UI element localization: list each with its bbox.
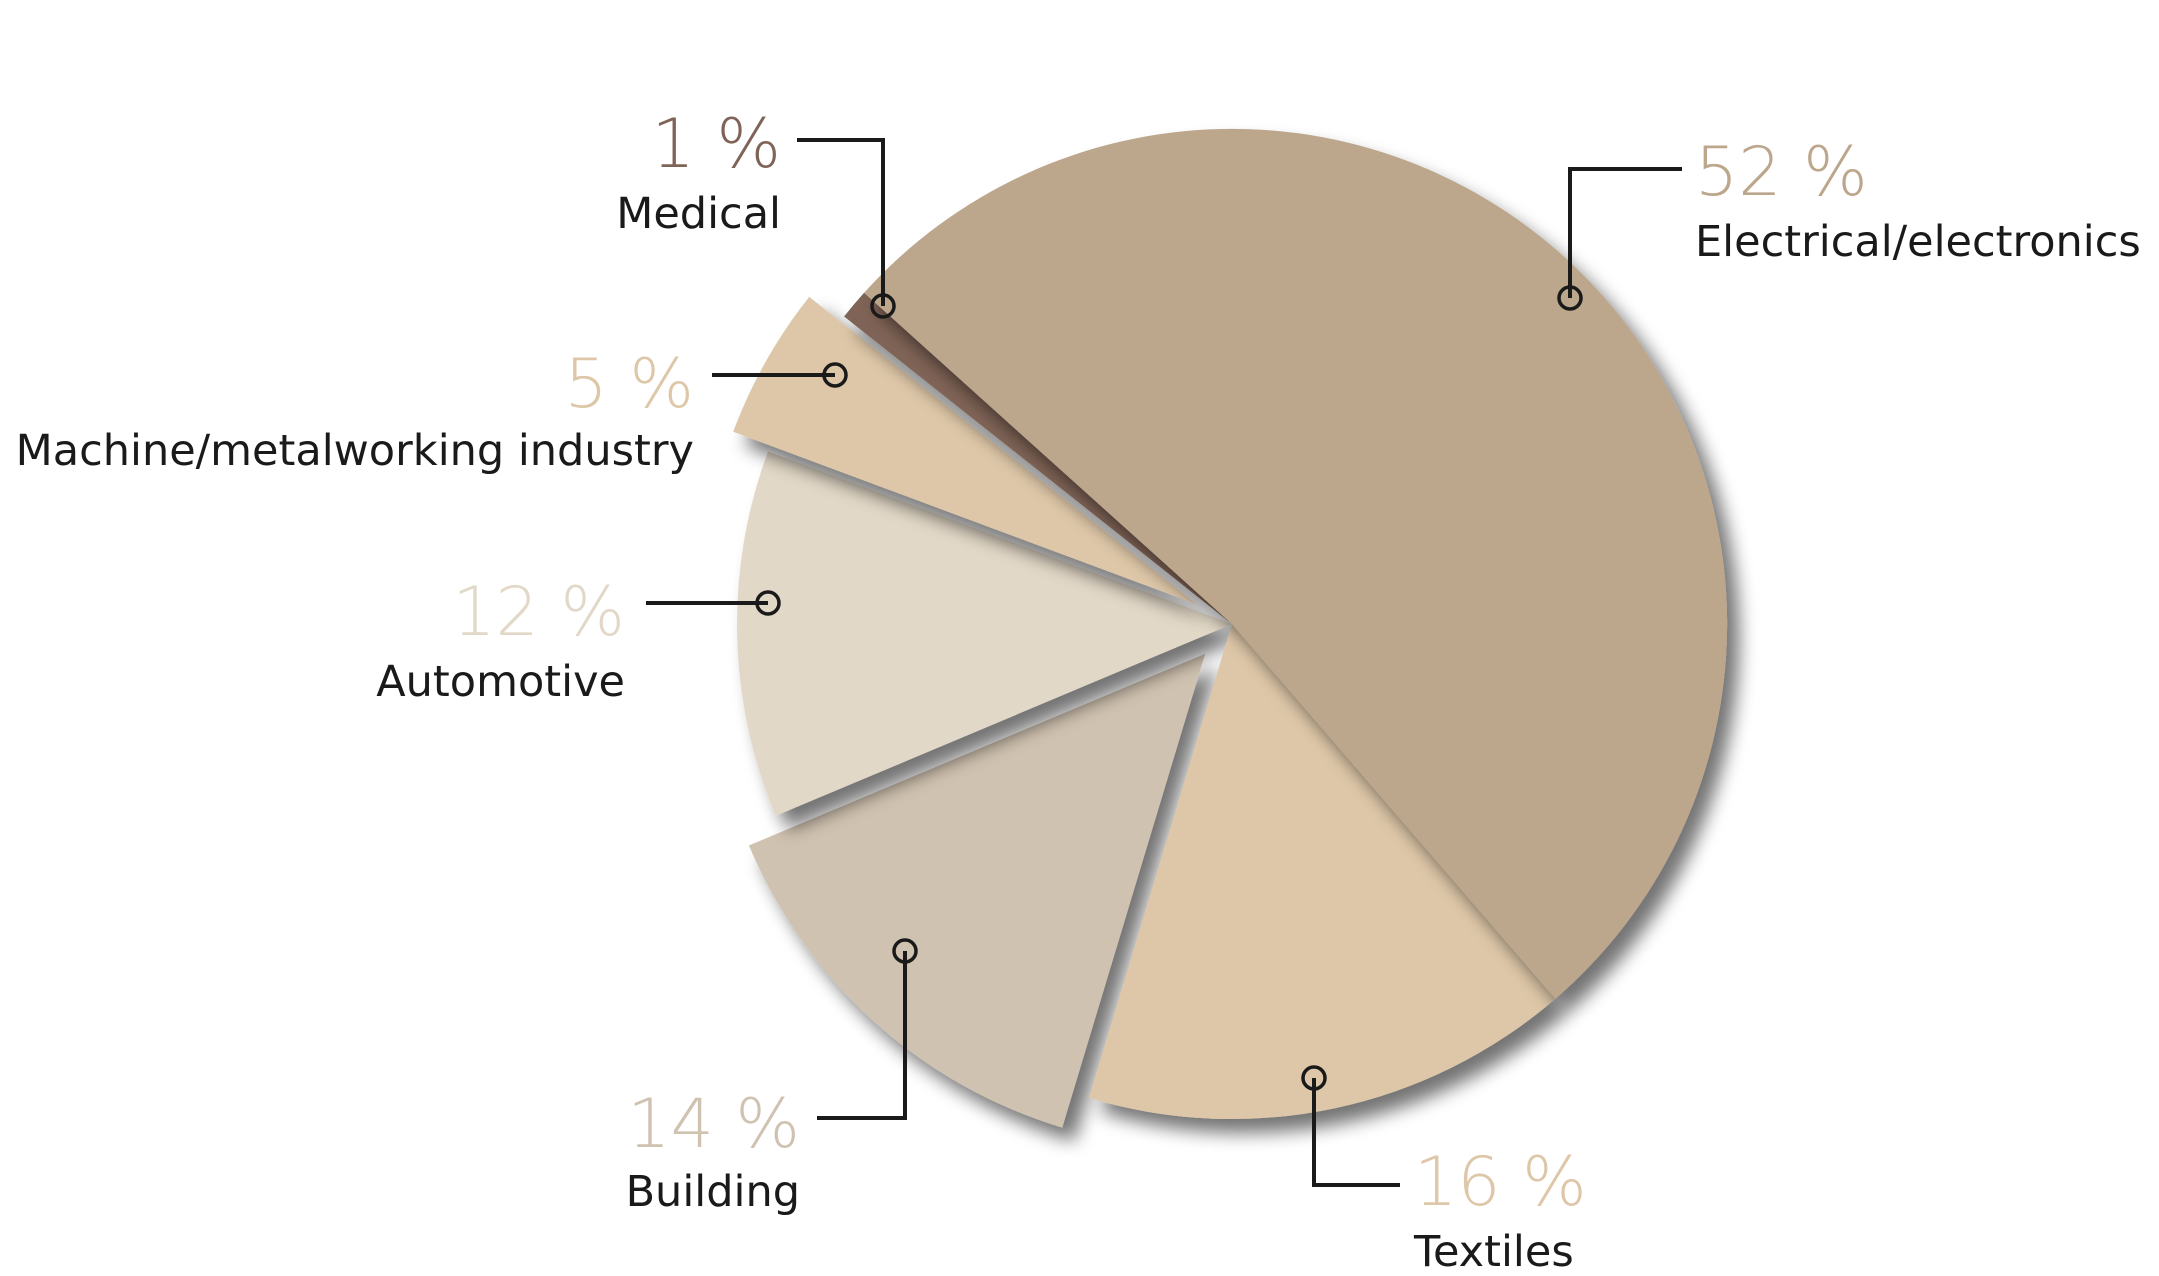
leader-dot-textiles <box>1301 1065 1327 1091</box>
value-label-machine: 5 % <box>565 345 695 424</box>
category-label-electrical: Electrical/electronics <box>1695 217 2141 267</box>
category-label-medical: Medical <box>616 189 781 239</box>
category-label-automotive: Automotive <box>376 657 625 707</box>
leader-line-textiles <box>1312 1078 1400 1187</box>
callout-medical: 1 % Medical <box>616 105 896 319</box>
pie-slice-medical <box>844 292 1232 624</box>
value-label-automotive: 12 % <box>452 573 625 652</box>
leader-line-building <box>817 951 907 1120</box>
leader-line-medical <box>797 138 885 306</box>
leader-line-electrical <box>1568 167 1682 298</box>
callout-building: 14 % Building <box>626 938 918 1217</box>
category-label-machine: Machine/metalworking industry <box>16 426 694 476</box>
callout-machine: 5 % Machine/metalworking industry <box>16 345 848 476</box>
value-label-building: 14 % <box>627 1085 800 1164</box>
leader-dot-electrical <box>1557 285 1583 311</box>
pie-slice-machine <box>733 296 1198 605</box>
pie-slice-electrical <box>864 128 1728 999</box>
pie-slice-building <box>748 653 1206 1128</box>
value-label-textiles: 16 % <box>1414 1143 1587 1222</box>
callout-electrical: 52 % Electrical/electronics <box>1557 133 2141 311</box>
value-label-electrical: 52 % <box>1695 133 1868 212</box>
category-label-building: Building <box>626 1167 800 1217</box>
leader-dot-automotive <box>755 590 781 616</box>
value-label-medical: 1 % <box>652 105 782 184</box>
callout-automotive: 12 % Automotive <box>376 573 781 707</box>
leader-dot-machine <box>822 362 848 388</box>
callout-textiles: 16 % Textiles <box>1301 1065 1587 1276</box>
leader-dot-medical <box>870 293 896 319</box>
category-label-textiles: Textiles <box>1413 1227 1574 1276</box>
pie-slice-textiles <box>1088 624 1556 1120</box>
pie-slice-automotive <box>736 451 1232 816</box>
leader-dot-building <box>892 938 918 964</box>
